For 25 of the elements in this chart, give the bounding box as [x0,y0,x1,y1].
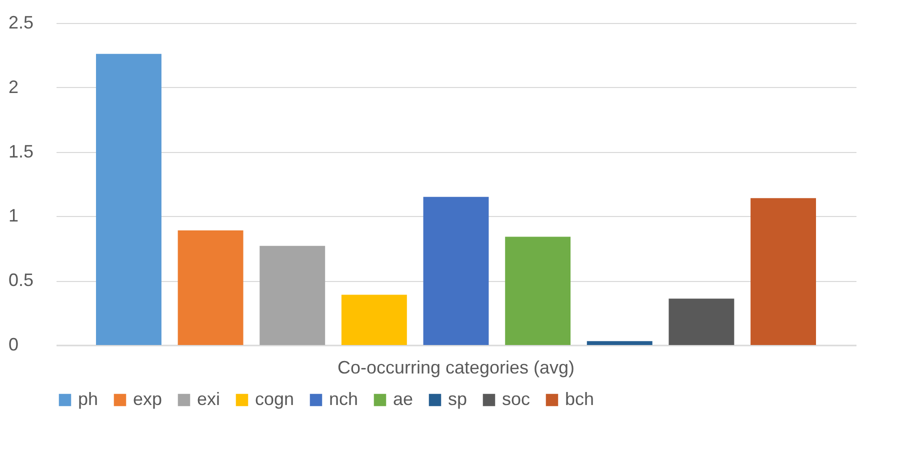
y-tick-label: 2 [8,76,19,97]
bar [341,294,407,345]
bar [668,298,734,345]
y-tick-label: 0.5 [8,270,34,290]
y-tick-label: 2.5 [8,12,34,32]
legend-label: bch [565,389,594,409]
y-tick-label: 1 [8,206,19,226]
bar [96,54,162,345]
legend-label: exp [133,389,162,409]
legend-label: soc [502,389,530,409]
legend-label: nch [329,389,358,409]
legend-label: cogn [255,389,294,409]
legend-label: ph [78,389,98,409]
bar [505,236,571,345]
bar [586,341,652,345]
y-tick-label: 0 [8,334,19,354]
bar [260,246,326,345]
bar [178,230,244,345]
bar [750,198,816,345]
legend-label: ae [393,389,414,409]
legend-label: sp [448,389,468,409]
legend-label: exi [197,389,220,409]
y-tick-label: 1.5 [8,141,34,162]
bar [423,196,489,345]
x-tick-label: Co-occurring categories (avg) [337,358,575,378]
